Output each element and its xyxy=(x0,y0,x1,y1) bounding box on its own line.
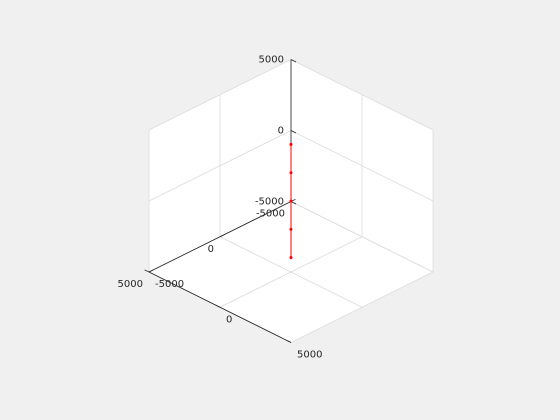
data-point xyxy=(290,228,293,231)
z-tick-label: 5000 xyxy=(259,55,284,66)
z-tick-label: -5000 xyxy=(255,197,284,208)
x-tick-label: 0 xyxy=(226,314,232,325)
z-tick-label: 0 xyxy=(278,126,284,137)
data-point xyxy=(290,143,293,146)
x-tick-label: -5000 xyxy=(155,279,184,290)
x-tick-label: 5000 xyxy=(297,350,322,361)
y-tick-label: -5000 xyxy=(256,209,285,220)
data-point xyxy=(290,200,293,203)
y-tick-label: 5000 xyxy=(118,279,143,290)
data-point xyxy=(290,171,293,174)
data-point xyxy=(290,256,293,259)
x-tick xyxy=(145,270,150,272)
y-tick-label: 0 xyxy=(208,244,214,255)
